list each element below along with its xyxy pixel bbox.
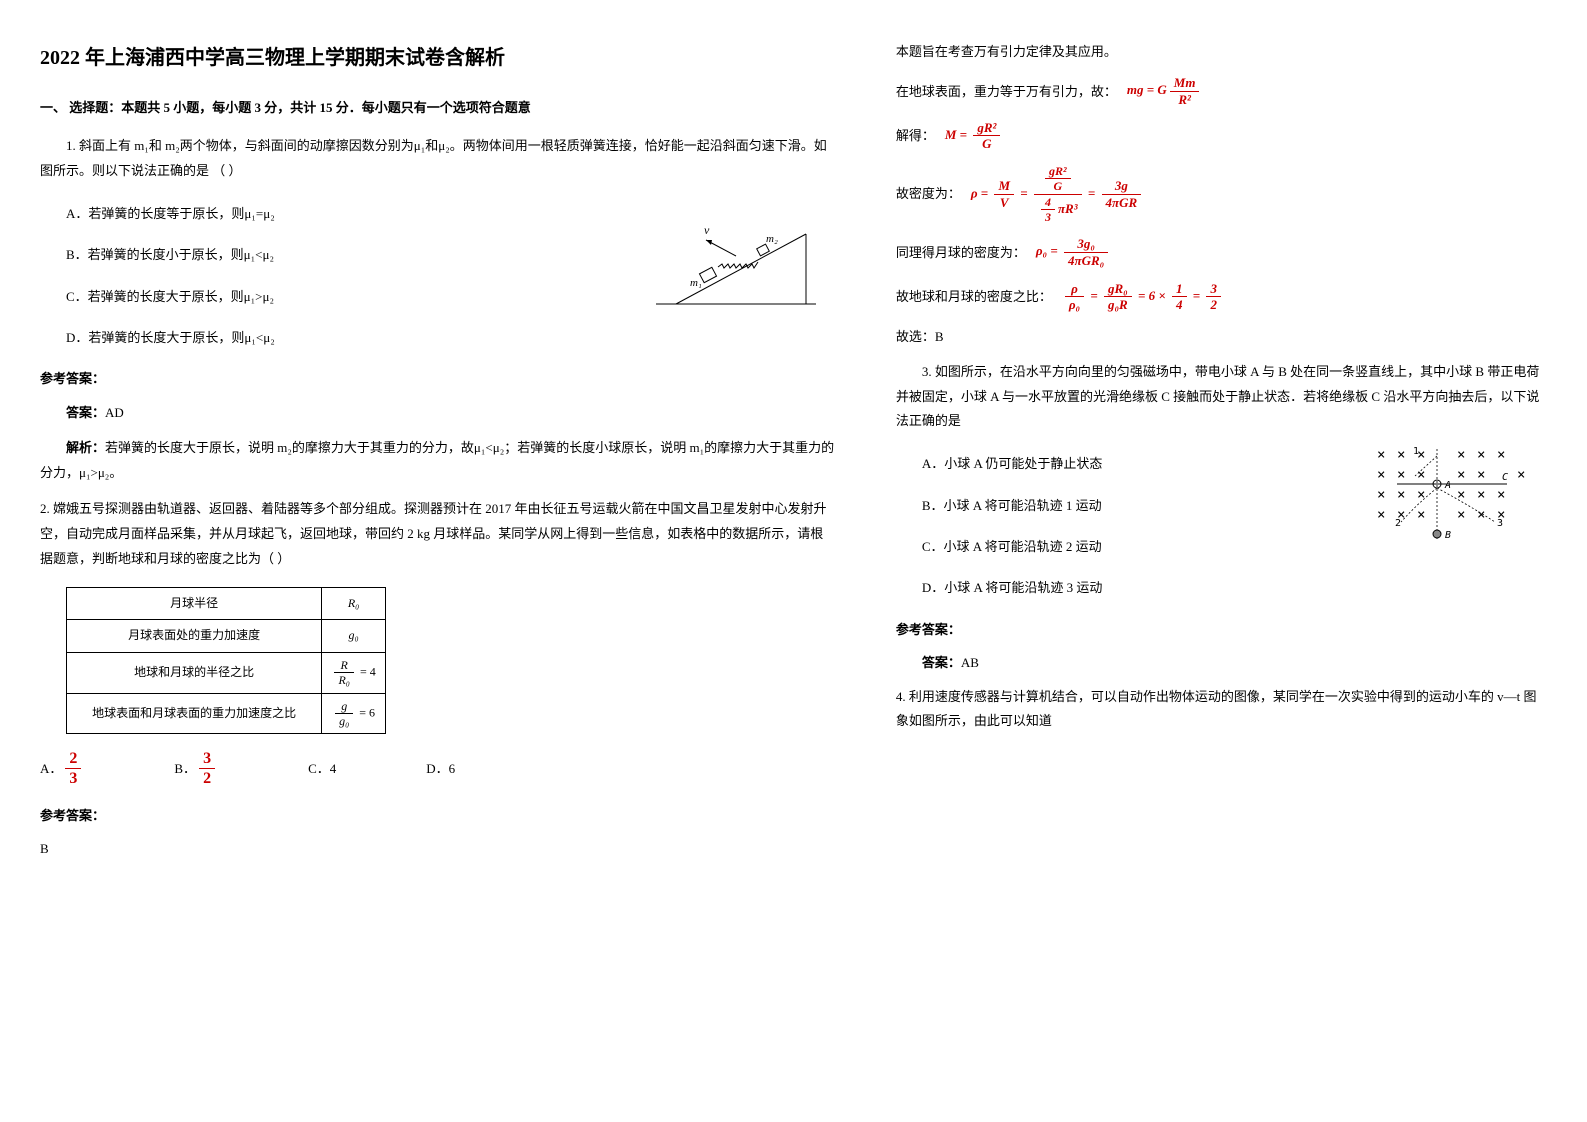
svg-text:×: × [1377,507,1385,523]
optA-label: A． [40,757,62,780]
svg-text:×: × [1417,487,1425,503]
svg-text:×: × [1397,447,1405,463]
q2-ref-label: 参考答案： [40,804,836,827]
q3-diagram: ×××××× ×××××× ×××××× ×××××× 1 A C 2 3 B [1367,444,1537,544]
q1-ref-label: 参考答案： [40,367,836,390]
table-cell: g₀ [322,620,386,653]
q1-answer-row: 答案：AD [66,401,836,424]
svg-text:×: × [1457,487,1465,503]
q3-answer: AB [961,655,979,670]
svg-text:×: × [1377,467,1385,483]
svg-text:×: × [1477,467,1485,483]
svg-text:×: × [1497,447,1505,463]
q1-optD: D．若弹簧的长度大于原长，则μ₁<μ₂ [66,326,836,349]
svg-text:×: × [1397,467,1405,483]
formula-mg: mg = GMmR² [1127,75,1203,107]
svg-text:2: 2 [1395,518,1401,529]
svg-text:×: × [1477,487,1485,503]
q2-answer: B [40,837,836,860]
q2-table: 月球半径 R₀ 月球表面处的重力加速度 g₀ 地球和月球的半径之比 RR₀ = … [66,587,386,735]
optB-label: B． [174,757,196,780]
page-container: 2022 年上海浦西中学高三物理上学期期末试卷含解析 一、 选择题：本题共 5 … [40,40,1547,870]
svg-text:×: × [1477,447,1485,463]
table-cell: gg₀ = 6 [322,693,386,734]
table-cell: 地球表面和月球表面的重力加速度之比 [67,693,322,734]
table-row: 地球和月球的半径之比 RR₀ = 4 [67,652,386,693]
formula-rho0: ρ₀ = 3g₀4πGR₀ [1036,236,1111,268]
optB-frac: 3 2 [199,749,215,788]
svg-text:×: × [1417,507,1425,523]
q2-line3: 故密度为： ρ = MV = gR²G43πR³ = 3g4πGR [896,164,1547,225]
table-cell: 地球和月球的半径之比 [67,652,322,693]
svg-text:B: B [1445,530,1451,541]
left-column: 2022 年上海浦西中学高三物理上学期期末试卷含解析 一、 选择题：本题共 5 … [40,40,836,870]
svg-text:×: × [1497,487,1505,503]
q2-optB: B． 3 2 [174,749,218,788]
q1-explain-text: 若弹簧的长度大于原长，说明 m₂的摩擦力大于其重力的分力，故μ₁<μ₂；若弹簧的… [40,440,834,480]
table-row: 月球表面处的重力加速度 g₀ [67,620,386,653]
q2-explain-intro: 本题旨在考查万有引力定律及其应用。 [896,40,1547,63]
svg-text:×: × [1457,507,1465,523]
q1-answer-label: 答案： [66,405,105,420]
optA-frac: 2 3 [65,749,81,788]
table-cell: RR₀ = 4 [322,652,386,693]
svg-text:m₁: m₁ [690,277,702,289]
svg-text:×: × [1457,447,1465,463]
q2-line6: 故选：B [896,325,1547,348]
q1-diagram: v m₁ m₂ [646,204,826,314]
table-row: 地球表面和月球表面的重力加速度之比 gg₀ = 6 [67,693,386,734]
q2-optA: A． 2 3 [40,749,84,788]
svg-text:v: v [704,223,710,237]
table-cell: 月球表面处的重力加速度 [67,620,322,653]
formula-ratio: ρρ₀ = gR₀g₀R = 6 × 14 = 32 [1062,281,1224,313]
section-heading: 一、 选择题：本题共 5 小题，每小题 3 分，共计 15 分．每小题只有一个选… [40,96,836,119]
svg-text:×: × [1477,507,1485,523]
svg-text:×: × [1377,487,1385,503]
table-cell: 月球半径 [67,587,322,620]
q2-line5: 故地球和月球的密度之比： ρρ₀ = gR₀g₀R = 6 × 14 = 32 [896,281,1547,313]
formula-M: M = gR²G [945,120,1004,152]
q2-line1: 在地球表面，重力等于万有引力，故： mg = GMmR² [896,75,1547,107]
svg-text:m₂: m₂ [766,233,778,245]
q1-answer: AD [105,405,124,420]
q2-line2: 解得： M = gR²G [896,120,1547,152]
svg-text:×: × [1517,467,1525,483]
q3-text: 3. 如图所示，在沿水平方向向里的匀强磁场中，带电小球 A 与 B 处在同一条竖… [896,360,1547,434]
q4-text: 4. 利用速度传感器与计算机结合，可以自动作出物体运动的图像，某同学在一次实验中… [896,685,1547,734]
q2-line4: 同理得月球的密度为： ρ₀ = 3g₀4πGR₀ [896,236,1547,268]
svg-text:×: × [1457,467,1465,483]
svg-text:×: × [1417,467,1425,483]
q3-optD: D．小球 A 将可能沿轨迹 3 运动 [922,576,1547,599]
svg-text:3: 3 [1497,518,1503,529]
right-column: 本题旨在考查万有引力定律及其应用。 在地球表面，重力等于万有引力，故： mg =… [896,40,1547,870]
svg-text:×: × [1397,487,1405,503]
svg-text:A: A [1444,480,1451,491]
q3-answer-row: 答案：AB [922,651,1547,674]
q1-explain: 解析：若弹簧的长度大于原长，说明 m₂的摩擦力大于其重力的分力，故μ₁<μ₂；若… [40,436,836,485]
table-row: 月球半径 R₀ [67,587,386,620]
q2-options-row: A． 2 3 B． 3 2 C．4 D．6 [40,749,836,788]
q1-text: 1. 斜面上有 m₁和 m₂两个物体，与斜面间的动摩擦因数分别为μ₁和μ₂。两物… [40,134,836,183]
q1-explain-label: 解析： [66,440,105,455]
svg-text:1: 1 [1413,446,1419,457]
svg-text:×: × [1377,447,1385,463]
q3-ref-label: 参考答案： [896,618,1547,641]
q2-optD: D．6 [426,757,455,780]
page-title: 2022 年上海浦西中学高三物理上学期期末试卷含解析 [40,40,836,76]
q2-text: 2. 嫦娥五号探测器由轨道器、返回器、着陆器等多个部分组成。探测器预计在 201… [40,497,836,571]
q3-answer-label: 答案： [922,655,961,670]
svg-text:C: C [1502,472,1508,483]
table-cell: R₀ [322,587,386,620]
formula-rho: ρ = MV = gR²G43πR³ = 3g4πGR [971,164,1144,225]
q2-optC: C．4 [308,757,336,780]
